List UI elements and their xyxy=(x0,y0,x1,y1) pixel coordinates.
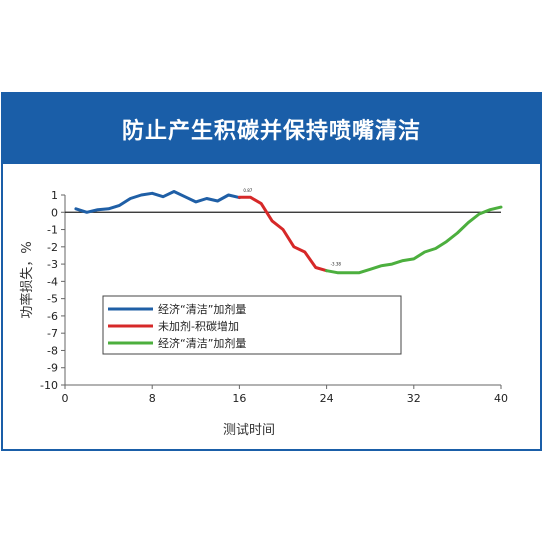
y-tick-label: -4 xyxy=(47,275,58,288)
x-tick-label: 40 xyxy=(494,392,508,405)
y-tick-label: -9 xyxy=(47,362,58,375)
x-tick-label: 32 xyxy=(407,392,421,405)
series-line-1 xyxy=(237,195,329,273)
series-line-2 xyxy=(325,205,503,275)
y-tick-label: -8 xyxy=(47,344,58,357)
legend-label-2: 经济“清洁”加剂量 xyxy=(158,336,246,350)
chart-frame: 防止产生积碳并保持喷嘴清洁 1 0 -1 -2 -3 -4 -5 -6 -7 -8 -9 -10 0 8 1… xyxy=(1,92,542,451)
y-axis-title: 功率损失，% xyxy=(19,241,35,318)
x-tick-label: 0 xyxy=(62,392,69,405)
banner-title: 防止产生积碳并保持喷嘴清洁 xyxy=(3,94,540,164)
y-tick-label: -1 xyxy=(47,224,58,237)
line-chart: 1 0 -1 -2 -3 -4 -5 -6 -7 -8 -9 -10 0 8 16 24 32 40 测试时间 功率损… xyxy=(19,188,508,438)
data-label-1: -3.38 xyxy=(331,262,342,267)
data-label-0: 0.87 xyxy=(243,188,252,193)
y-tick-label: -6 xyxy=(47,310,58,323)
x-tick-label: 16 xyxy=(232,392,246,405)
series-line-0 xyxy=(74,190,241,214)
y-tick-label: -2 xyxy=(47,241,58,254)
legend-label-1: 未加剂-积碳增加 xyxy=(158,319,239,333)
y-tick-label: -3 xyxy=(47,258,58,271)
x-tick-label: 24 xyxy=(320,392,334,405)
y-tick-label: 0 xyxy=(51,206,58,219)
y-tick-label: -7 xyxy=(47,327,58,340)
x-tick-label: 8 xyxy=(149,392,156,405)
y-tick-label: 1 xyxy=(51,189,58,202)
y-tick-label: -10 xyxy=(40,379,58,392)
x-axis-title: 测试时间 xyxy=(223,423,275,438)
y-tick-label: -5 xyxy=(47,293,58,306)
legend-label-0: 经济“清洁”加剂量 xyxy=(158,302,246,316)
